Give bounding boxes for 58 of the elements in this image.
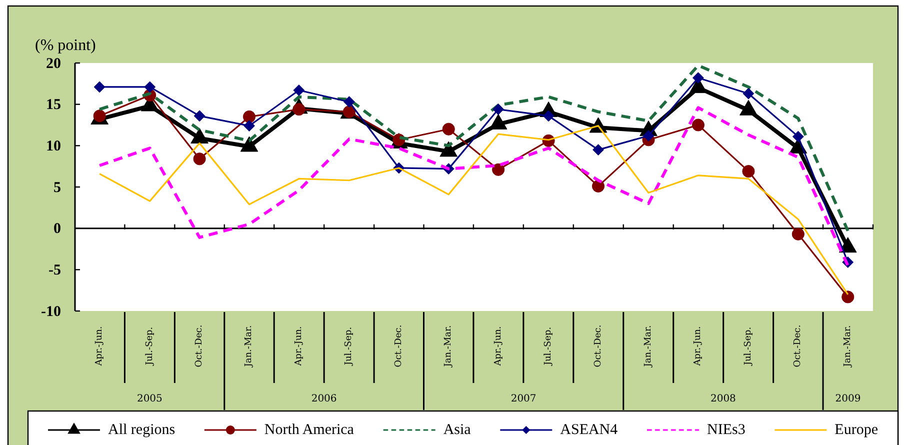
- x-tick-label: Apr.-Jun.: [493, 326, 504, 367]
- legend-label: All regions: [108, 422, 176, 438]
- point: [293, 84, 305, 96]
- y-tick-label: 5: [54, 180, 61, 196]
- point: [442, 122, 455, 136]
- legend-label: Europe: [834, 422, 878, 438]
- x-tick-label: Apr.-Jun.: [94, 326, 105, 367]
- x-tick-label: Oct.-Dec.: [194, 324, 205, 368]
- text: 2009: [835, 394, 861, 404]
- point: [542, 110, 554, 122]
- x-tick-label: Oct.-Dec.: [593, 324, 604, 368]
- x-tick-label: Jan.-Mar.: [842, 325, 853, 368]
- y-tick-label: -5: [48, 262, 61, 278]
- legend-label: North America: [264, 422, 354, 438]
- x-tick-label: Jul.-Sep.: [344, 326, 354, 366]
- y-tick-label: 10: [46, 138, 61, 154]
- legend-label: ASEAN4: [560, 422, 618, 438]
- point: [343, 96, 355, 108]
- y-tick-label: 0: [54, 221, 61, 238]
- point: [194, 110, 206, 122]
- x-tick-label: Apr.-Jun.: [693, 326, 704, 367]
- y-tick-label: 15: [46, 97, 61, 114]
- x-tick-label: Jan.-Mar.: [444, 325, 454, 368]
- point: [492, 163, 505, 176]
- point: [144, 81, 156, 93]
- legend-label: Asia: [443, 422, 472, 438]
- x-tick-label: Jul.-Sep.: [544, 326, 554, 366]
- point: [692, 72, 704, 84]
- point: [742, 88, 754, 100]
- y-tick-label: 20: [46, 56, 61, 72]
- point: [592, 180, 605, 192]
- x-tick-label: Jul.-Sep.: [743, 326, 754, 366]
- x-tick-label: Jul.-Sep.: [144, 326, 155, 366]
- point: [642, 130, 654, 142]
- point: [94, 81, 106, 93]
- point: [342, 105, 356, 118]
- point: [244, 120, 255, 132]
- point: [242, 110, 256, 124]
- point: [193, 152, 206, 166]
- point: [742, 165, 755, 178]
- text: 2007: [510, 394, 536, 404]
- legend-label: NIEs3: [707, 422, 746, 438]
- point: [842, 290, 854, 304]
- text: 2006: [311, 394, 337, 404]
- point: [592, 144, 604, 156]
- text: 2008: [710, 394, 736, 404]
- y-axis-title: (% point): [35, 37, 96, 54]
- point: [792, 130, 804, 142]
- point: [792, 228, 804, 240]
- x-tick-label: Oct.-Dec.: [394, 324, 404, 368]
- text: 2005: [136, 394, 162, 404]
- x-tick-label: Jan.-Mar.: [644, 325, 654, 368]
- x-tick-label: Jan.-Mar.: [244, 325, 254, 368]
- point: [692, 118, 705, 132]
- x-tick-label: Oct.-Dec.: [793, 324, 804, 368]
- point: [492, 104, 504, 116]
- x-tick-label: Apr.-Jun.: [294, 326, 304, 367]
- y-tick-label: -10: [41, 304, 61, 320]
